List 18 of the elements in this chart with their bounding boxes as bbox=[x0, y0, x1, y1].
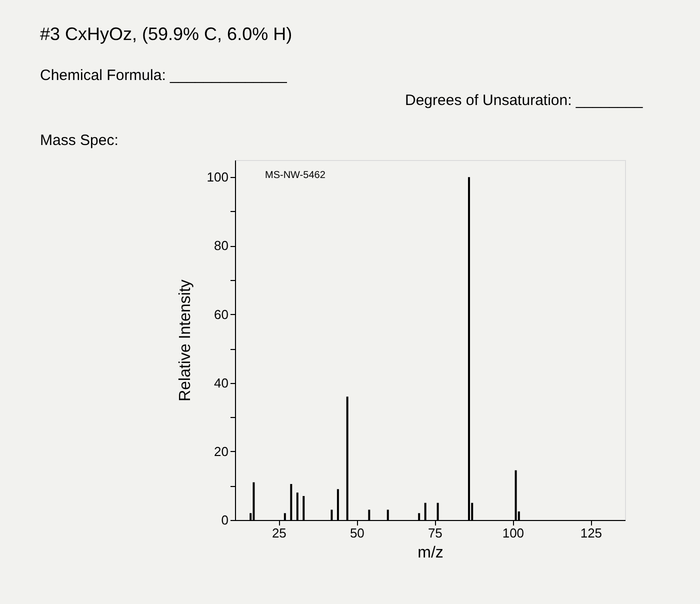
y-axis-title: Relative Intensity bbox=[176, 280, 194, 402]
y-tick-label: 0 bbox=[221, 512, 228, 528]
y-tick-label: 80 bbox=[214, 238, 228, 254]
x-tick-label: 50 bbox=[350, 526, 364, 540]
x-tick-label: 125 bbox=[580, 526, 602, 540]
y-tick-label: 60 bbox=[214, 306, 228, 322]
chart-title: #3 CxHyOz, (59.9% C, 6.0% H) bbox=[40, 24, 292, 44]
x-tick-label: 100 bbox=[502, 526, 524, 540]
text: Mass Spec: bbox=[40, 132, 118, 149]
annotation: MS-NW-5462 bbox=[265, 170, 326, 181]
y-tick-label: 40 bbox=[214, 375, 228, 390]
x-tick-label: 75 bbox=[428, 526, 442, 540]
text: Chemical Formula: ______________ bbox=[40, 67, 288, 84]
y-tick-label: 20 bbox=[214, 444, 228, 459]
y-tick-label: 100 bbox=[206, 170, 228, 185]
x-tick-label: 25 bbox=[272, 526, 286, 540]
x-axis-title: m/z bbox=[418, 544, 444, 562]
text: Degrees of Unsaturation: ________ bbox=[405, 92, 644, 109]
